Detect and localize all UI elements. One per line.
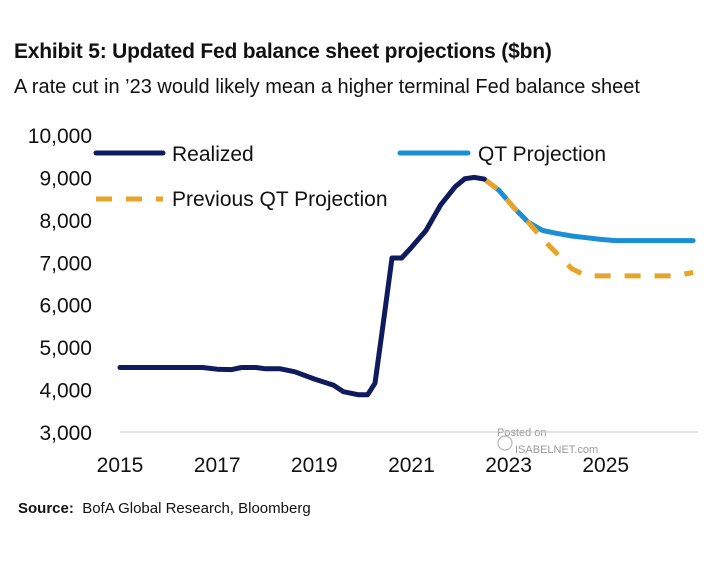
y-tick-label: 5,000: [39, 337, 92, 360]
x-tick-label: 2019: [291, 454, 338, 477]
x-tick-label: 2017: [194, 454, 241, 477]
y-tick-label: 8,000: [39, 210, 92, 233]
source-text: BofA Global Research, Bloomberg: [82, 500, 311, 517]
series-line-previous-qt-projection: [482, 177, 694, 279]
legend-realized-label: Realized: [172, 143, 254, 166]
series-layer: [117, 174, 696, 398]
y-tick-label: 7,000: [39, 252, 92, 275]
watermark-globe-icon: [497, 435, 513, 451]
y-axis: 3,000 4,000 5,000 6,000 7,000 8,000 9,000 10,00…: [28, 125, 92, 445]
x-axis: 2015 2017 2019 2021 2023 2025: [97, 454, 629, 477]
watermark-line-2: ISABELNET.com: [515, 444, 598, 456]
x-tick-label: 2021: [388, 454, 435, 477]
legend: Realized QT Projection Previous QT Project…: [93, 143, 606, 211]
y-tick-label: 9,000: [39, 167, 92, 190]
x-tick-label: 2025: [582, 454, 629, 477]
source-note: Source: BofA Global Research, Bloomberg: [18, 500, 311, 517]
y-tick-label: 4,000: [39, 380, 92, 403]
legend-previous-qt-projection-label: Previous QT Projection: [172, 188, 388, 211]
y-tick-label: 3,000: [39, 422, 92, 445]
y-tick-label: 6,000: [39, 295, 92, 318]
watermark: Posted on ISABELNET.com: [497, 427, 598, 456]
source-label: Source:: [18, 500, 74, 517]
chart-title: Exhibit 5: Updated Fed balance sheet pro…: [14, 40, 552, 63]
chart-subtitle: A rate cut in ’23 would likely mean a hi…: [14, 76, 640, 98]
legend-qt-projection-label: QT Projection: [478, 143, 606, 166]
watermark-line-1: Posted on: [497, 427, 547, 439]
y-tick-label: 10,000: [28, 125, 92, 148]
x-tick-label: 2015: [97, 454, 144, 477]
series-line-realized: [117, 174, 487, 398]
x-tick-label: 2023: [485, 454, 532, 477]
